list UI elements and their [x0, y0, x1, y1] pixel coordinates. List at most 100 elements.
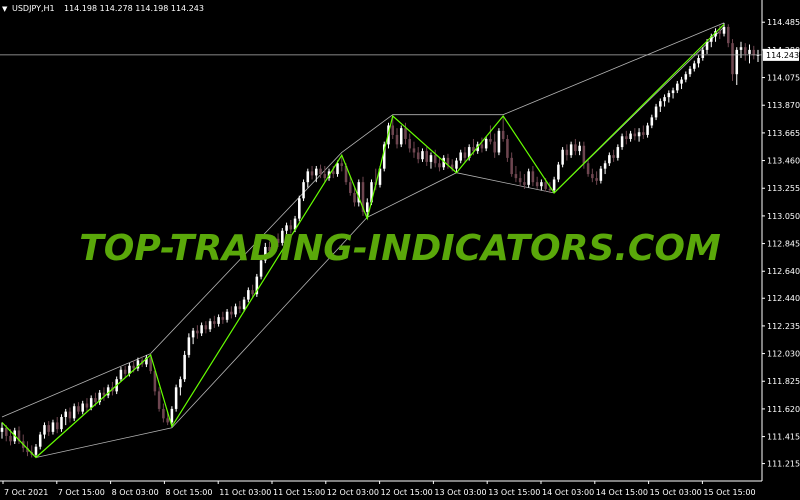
candle	[268, 241, 271, 256]
candle	[395, 128, 399, 149]
candle	[382, 141, 386, 172]
candle-body	[132, 365, 135, 369]
candle	[569, 141, 573, 158]
candle-body	[399, 128, 403, 145]
candle-body	[552, 179, 556, 191]
x-tick-label: 8 Oct 15:00	[165, 488, 212, 497]
candle	[47, 421, 50, 436]
y-tick-label: 111.215	[767, 460, 800, 469]
candle-body	[94, 398, 97, 403]
candle	[51, 419, 55, 435]
candle-body	[637, 132, 641, 137]
candle-body	[642, 132, 645, 135]
candle	[455, 157, 458, 173]
candle	[642, 125, 645, 139]
candle-body	[348, 182, 352, 193]
candle	[208, 318, 212, 332]
candle-body	[157, 391, 161, 409]
candle-body	[446, 157, 450, 165]
candle	[225, 309, 229, 323]
candle-body	[170, 408, 174, 423]
candle	[264, 242, 267, 264]
y-tick-label: 113.870	[767, 101, 800, 110]
candle	[531, 165, 535, 187]
y-tick-label: 111.620	[767, 405, 800, 414]
candle	[518, 171, 522, 187]
candle-body	[247, 290, 250, 300]
candle	[213, 315, 216, 328]
candle-body	[412, 148, 416, 153]
header-arrow-icon: ▼	[2, 5, 8, 13]
candle-body	[272, 238, 276, 251]
candle-body	[586, 163, 590, 175]
candle-body	[0, 427, 4, 432]
candle	[85, 398, 89, 412]
candle-body	[697, 57, 700, 64]
candle-body	[264, 246, 267, 261]
y-tick-label: 114.075	[767, 74, 800, 83]
candle	[565, 144, 569, 161]
candle	[81, 400, 84, 415]
candle-body	[450, 164, 454, 169]
candle-body	[535, 182, 539, 187]
candle-body	[166, 418, 169, 423]
candle-body	[230, 311, 233, 315]
candle	[336, 160, 339, 177]
candle-body	[722, 26, 726, 34]
candle-body	[395, 134, 399, 145]
candle-body	[404, 128, 407, 139]
candle	[671, 87, 675, 99]
y-tick-label: 112.235	[767, 322, 800, 331]
candle-body	[285, 225, 288, 231]
watermark: TOP-TRADING-INDICATORS.COM	[79, 228, 721, 269]
y-tick-label: 111.825	[767, 377, 800, 386]
candle-body	[705, 41, 709, 50]
candle	[693, 60, 696, 72]
candle-body	[179, 379, 182, 388]
candle-body	[523, 182, 526, 185]
candle-body	[557, 164, 560, 180]
y-tick-label: 113.255	[767, 184, 800, 193]
candle	[739, 41, 743, 58]
candle	[676, 80, 679, 94]
candle-body	[506, 138, 509, 158]
candle-body	[693, 63, 696, 69]
candle-body	[680, 79, 683, 84]
candle	[735, 47, 739, 85]
candle-body	[574, 144, 577, 152]
candle	[557, 161, 560, 183]
candle-body	[187, 337, 191, 355]
candle	[722, 22, 726, 37]
candle-body	[748, 49, 751, 54]
candle-body	[43, 425, 46, 435]
candle	[98, 390, 101, 405]
candle-body	[106, 387, 110, 396]
candle	[319, 164, 322, 179]
candle	[574, 138, 577, 156]
candle	[353, 187, 356, 207]
candle-body	[238, 306, 242, 310]
candle	[323, 165, 327, 183]
candle	[506, 134, 509, 162]
candle-body	[77, 406, 80, 412]
candle	[187, 333, 191, 358]
candle-body	[4, 427, 8, 436]
candle-body	[255, 276, 259, 295]
candle-body	[302, 182, 305, 199]
candle-body	[408, 138, 412, 149]
candle	[697, 55, 700, 68]
candle-body	[663, 97, 666, 102]
current-price-box	[763, 48, 799, 61]
candle-body	[438, 163, 441, 168]
candle	[595, 171, 598, 185]
x-tick-label: 12 Oct 03:00	[327, 488, 379, 497]
candle-body	[332, 171, 335, 175]
candle-body	[739, 47, 743, 50]
y-tick-label: 112.030	[767, 350, 800, 359]
candle	[591, 168, 594, 183]
candle	[255, 273, 259, 297]
candle-body	[306, 171, 310, 183]
candle	[102, 387, 106, 401]
candle-body	[544, 182, 547, 189]
